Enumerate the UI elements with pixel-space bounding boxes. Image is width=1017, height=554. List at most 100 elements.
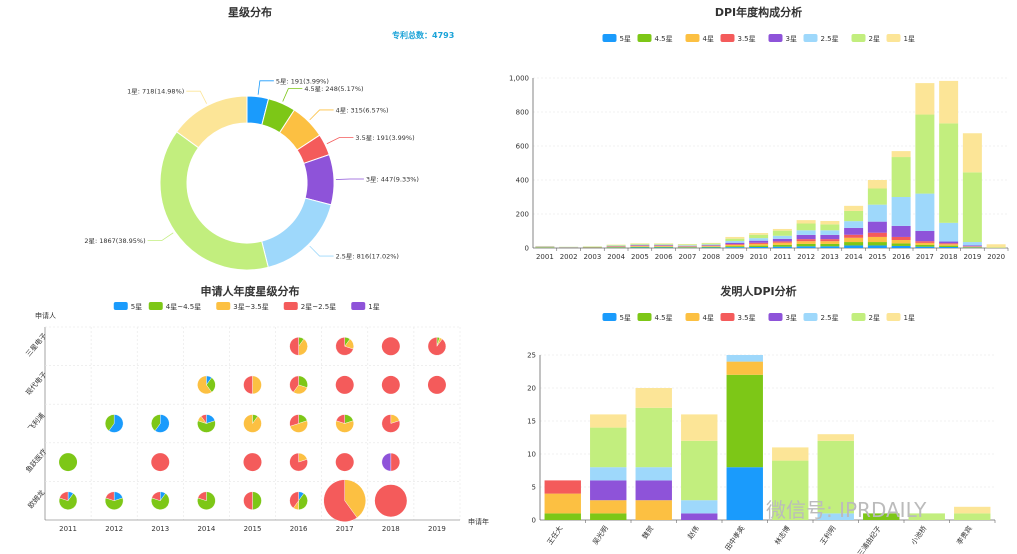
- dpi-bar-13-2: [844, 237, 864, 243]
- inv-bar-1-2: [590, 500, 627, 514]
- dpi-xtick-7: 2008: [702, 253, 720, 261]
- dpi-bar-10-7: [772, 228, 792, 231]
- dpi-bar-5-5: [654, 244, 674, 246]
- dpi-bar-8-2: [725, 244, 745, 247]
- app-pie-22-slice-3: [390, 452, 401, 472]
- donut-slice-4: [303, 154, 335, 206]
- inventor-chart: 5星 4.5星 4星 3.5星 3星 2.5星 2星 1星 0 5 10 15 20 25 王任大 吴光明 魏贺…: [527, 313, 996, 554]
- dpi-bar-11-7: [796, 220, 816, 224]
- app-pie-15-slice-2: [335, 420, 354, 433]
- inv-bar-1-4: [590, 480, 627, 501]
- inv-ytick-3: 15: [527, 418, 536, 426]
- inv-bar-3-7: [681, 414, 718, 441]
- app-pie-21: [335, 453, 354, 472]
- app-legend-label-4: 1星: [368, 303, 379, 311]
- dpi-bar-14-1: [867, 242, 887, 246]
- app-legend-label-2: 3星~3.5星: [233, 303, 268, 311]
- inv-legend-swatch-6: [851, 313, 866, 321]
- donut-label-line-0: [257, 80, 274, 95]
- donut-label-line-7: [186, 90, 208, 104]
- dpi-bar-9-5: [749, 238, 769, 241]
- dpi-bar-5-7: [654, 243, 674, 244]
- dpi-bar-8-7: [725, 236, 745, 239]
- dpi-bar-10-6: [772, 230, 792, 236]
- app-pie-26-slice-3: [197, 491, 207, 501]
- dpi-bar-7-5: [701, 244, 721, 246]
- inv-bar-4-1: [726, 374, 763, 468]
- app-pie-13: [243, 414, 262, 433]
- app-xtick-2: 2013: [151, 525, 169, 533]
- dpi-bar-9-3: [749, 242, 769, 244]
- dpi-bar-15-3: [891, 236, 911, 241]
- dpi-bar-9-6: [749, 234, 769, 239]
- dpi-legend-swatch-0: [602, 34, 617, 42]
- app-pie-17-slice-1: [59, 453, 78, 472]
- app-pie-0: [289, 337, 308, 356]
- app-pie-12: [197, 414, 216, 433]
- app-pie-5: [243, 375, 262, 395]
- dpi-xtick-6: 2007: [678, 253, 696, 261]
- app-pie-28: [289, 491, 308, 510]
- dpi-bar-14-2: [867, 236, 887, 243]
- dpi-bar-11-4: [796, 234, 816, 240]
- dpi-xtick-15: 2016: [892, 253, 910, 261]
- inv-xtick-0: 王任大: [545, 524, 564, 546]
- app-pie-25-slice-1: [151, 493, 170, 510]
- dpi-bar-18-6: [962, 172, 982, 243]
- dpi-bar-11-3: [796, 239, 816, 242]
- app-pie-9-slice-3: [427, 375, 446, 394]
- dpi-bar-17-1: [939, 245, 959, 247]
- dpi-bar-14-0: [867, 245, 887, 248]
- inv-bar-1-7: [590, 414, 627, 428]
- app-xtick-6: 2017: [336, 525, 354, 533]
- app-pie-4-slice-2: [197, 375, 212, 395]
- dpi-xtick-12: 2013: [821, 253, 839, 261]
- dpi-legend-label-4: 3星: [786, 35, 797, 43]
- dpi-legend-swatch-1: [637, 34, 652, 42]
- inv-bar-2-4: [635, 480, 672, 501]
- dpi-xtick-9: 2010: [750, 253, 768, 261]
- dpi-bar-13-6: [844, 210, 864, 222]
- app-xtick-0: 2011: [59, 525, 77, 533]
- dpi-bar-12-0: [820, 246, 840, 248]
- dpi-bar-13-0: [844, 245, 864, 248]
- dpi-bar-8-4: [725, 242, 745, 245]
- dpi-bar-4-0: [630, 247, 650, 248]
- donut-label-6: 2星: 1867(38.95%): [84, 237, 145, 245]
- dpi-bar-18-7: [962, 133, 982, 173]
- app-pie-13-slice-2: [243, 414, 262, 433]
- app-pie-30-slice-3: [374, 484, 407, 517]
- app-pie-24-slice-1: [104, 497, 124, 510]
- dpi-bar-16-6: [915, 114, 935, 194]
- app-pie-12-slice-1: [197, 420, 216, 433]
- dpi-bar-5-6: [654, 243, 674, 245]
- inv-legend-swatch-7: [886, 313, 901, 321]
- dpi-bar-14-5: [867, 204, 887, 222]
- app-pie-25: [151, 491, 170, 510]
- dpi-bar-9-4: [749, 240, 769, 243]
- app-pie-10-slice-1: [104, 414, 115, 432]
- app-ytick-4: 欧姆龙: [26, 488, 46, 510]
- dpi-yearly-title: DPI年度构成分析: [714, 6, 803, 19]
- dpi-bar-13-7: [844, 205, 864, 211]
- inv-xtick-1: 吴光明: [590, 524, 609, 546]
- dpi-bar-15-2: [891, 240, 911, 244]
- inv-ytick-5: 25: [527, 352, 536, 360]
- inv-xtick-2: 魏贺: [640, 524, 655, 541]
- dpi-bar-4-1: [630, 246, 650, 248]
- app-pie-15: [335, 414, 354, 433]
- dpi-bar-12-4: [820, 234, 840, 240]
- inv-bar-7-1: [863, 513, 900, 520]
- app-pie-19: [243, 453, 262, 472]
- app-legend-swatch-4: [351, 302, 366, 310]
- dpi-legend-label-5: 2.5星: [821, 35, 839, 43]
- dpi-bar-18-5: [962, 242, 982, 246]
- inv-bar-1-6: [590, 427, 627, 468]
- app-pie-8: [381, 375, 400, 394]
- dpi-xtick-16: 2017: [916, 253, 934, 261]
- dpi-bar-17-4: [939, 241, 959, 244]
- inv-xtick-3: 赵伟: [685, 524, 700, 541]
- inv-xtick-4: 田中孝英: [723, 524, 746, 552]
- dpi-xtick-10: 2011: [773, 253, 791, 261]
- donut-label-line-2: [309, 109, 334, 121]
